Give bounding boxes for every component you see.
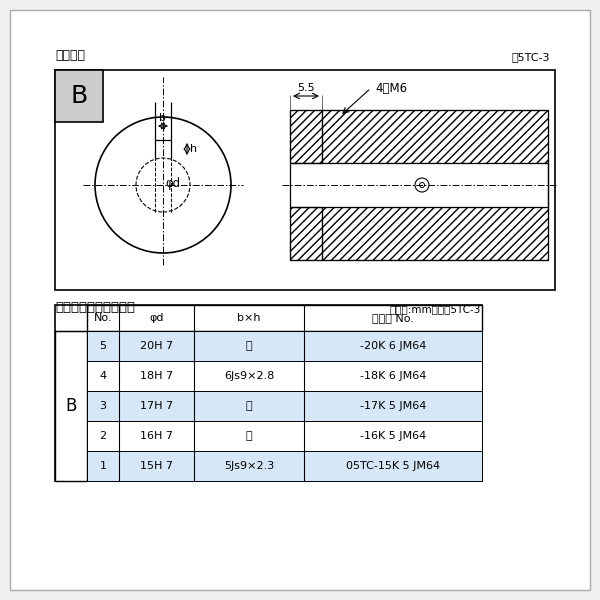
Text: 4: 4: [100, 371, 107, 381]
Bar: [290, 207, 322, 260]
Text: B: B: [65, 397, 77, 415]
Text: φd: φd: [165, 176, 180, 190]
Text: b×h: b×h: [237, 313, 261, 323]
Text: 16H 7: 16H 7: [140, 431, 173, 441]
Text: 1: 1: [100, 461, 107, 471]
Text: -16K 5 JM64: -16K 5 JM64: [360, 431, 426, 441]
Text: 〝: 〝: [245, 431, 253, 441]
Text: （単位:mm）　表5TC-3: （単位:mm） 表5TC-3: [390, 304, 481, 314]
Text: 5: 5: [100, 341, 107, 351]
Text: 2: 2: [100, 431, 107, 441]
Text: φd: φd: [149, 313, 164, 323]
Text: 軸穴形状: 軸穴形状: [55, 49, 85, 62]
Text: 05TC-15K 5 JM64: 05TC-15K 5 JM64: [346, 461, 440, 471]
Text: 軸穴形状コード一覧表: 軸穴形状コード一覧表: [55, 301, 135, 314]
Text: 18H 7: 18H 7: [140, 371, 173, 381]
Text: 〝: 〝: [245, 341, 253, 351]
Text: B: B: [70, 84, 88, 108]
Text: コード No.: コード No.: [372, 313, 414, 323]
Bar: [87, 391, 482, 421]
Bar: [55, 331, 87, 481]
Bar: [322, 110, 548, 163]
Bar: [87, 361, 482, 391]
Bar: [55, 70, 555, 290]
Text: 5.5: 5.5: [297, 83, 315, 93]
Text: 4－M6: 4－M6: [375, 82, 407, 94]
Text: h: h: [190, 144, 197, 154]
Text: -17K 5 JM64: -17K 5 JM64: [360, 401, 426, 411]
Text: 20H 7: 20H 7: [140, 341, 173, 351]
Bar: [290, 163, 548, 207]
Bar: [322, 207, 548, 260]
Text: 〝: 〝: [245, 401, 253, 411]
Text: 5Js9×2.3: 5Js9×2.3: [224, 461, 274, 471]
Text: 3: 3: [100, 401, 107, 411]
Bar: [87, 421, 482, 451]
Bar: [55, 70, 103, 122]
Bar: [55, 305, 482, 481]
Text: -20K 6 JM64: -20K 6 JM64: [360, 341, 426, 351]
Text: b: b: [160, 113, 167, 123]
Text: -18K 6 JM64: -18K 6 JM64: [360, 371, 426, 381]
Text: 17H 7: 17H 7: [140, 401, 173, 411]
Text: No.: No.: [94, 313, 112, 323]
Bar: [87, 451, 482, 481]
Bar: [87, 305, 482, 331]
Text: 15H 7: 15H 7: [140, 461, 173, 471]
Bar: [87, 331, 482, 361]
Text: 6Js9×2.8: 6Js9×2.8: [224, 371, 274, 381]
Text: 囵5TC-3: 囵5TC-3: [511, 52, 550, 62]
Bar: [290, 110, 322, 163]
